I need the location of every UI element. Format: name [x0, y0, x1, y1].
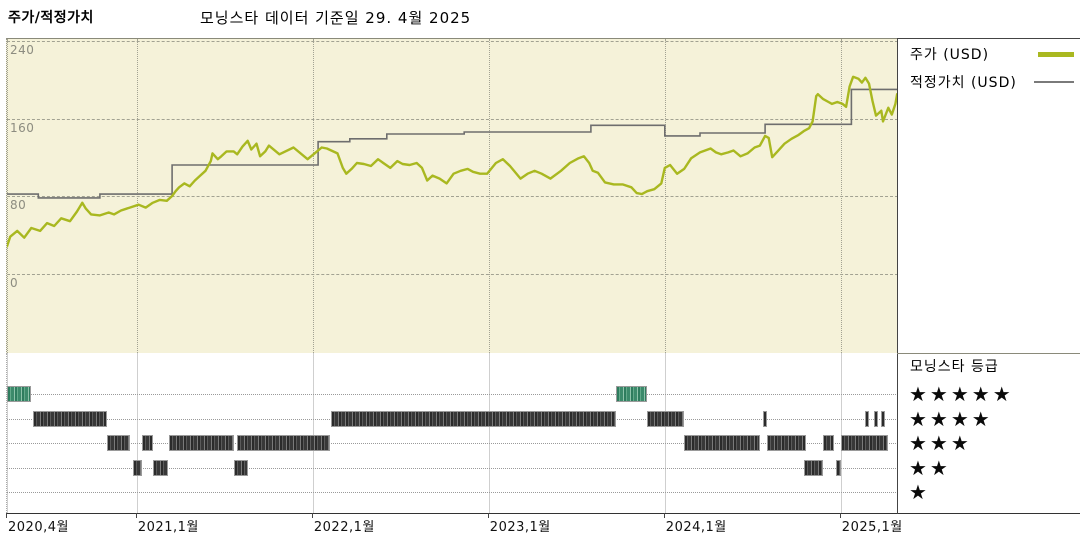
- x-tick-mark: [6, 513, 7, 518]
- x-gridline-bottom: [488, 353, 490, 513]
- x-gridline: [840, 39, 842, 353]
- rating-row-gridline: [7, 492, 898, 493]
- rating-row-gridline: [7, 443, 898, 444]
- price-line-swatch: [1038, 51, 1074, 57]
- rating-stars-5: ★★★★★: [909, 382, 1014, 406]
- y-tick-label: 160: [10, 120, 35, 135]
- rating-timeline-panel[interactable]: [6, 353, 898, 513]
- x-tick-label: 2021,1월: [137, 520, 199, 535]
- price-chart-plot-area[interactable]: 240 160 80 0: [6, 38, 898, 354]
- legend-item-fair-value: 적정가치 (USD): [898, 68, 1078, 96]
- rating-row-gridline: [7, 394, 898, 395]
- legend-item-price: 주가 (USD): [898, 40, 1078, 68]
- rating-bar-3-star: [142, 435, 153, 451]
- rating-bar-3-star: [684, 435, 760, 451]
- rating-bar-2-star: [835, 459, 841, 476]
- rating-bar-3-star: [766, 435, 806, 451]
- chart-lines-layer: [7, 75, 898, 248]
- legend-divider-line: [897, 38, 898, 514]
- x-axis-line: [6, 513, 1080, 514]
- y-tick-label: 0: [10, 275, 19, 290]
- legend-label-price: 주가 (USD): [910, 47, 990, 63]
- x-tick-label: 2022,1월: [313, 520, 375, 535]
- rating-stars-2: ★★: [909, 455, 951, 480]
- x-tick-mark: [311, 513, 313, 518]
- rating-bar-5-star: [615, 386, 648, 402]
- rating-stars-3: ★★★: [909, 431, 972, 455]
- rating-bar-4-star: [865, 410, 869, 427]
- y-gridline: [7, 40, 898, 42]
- y-gridline: [7, 273, 898, 275]
- x-gridline: [136, 39, 138, 353]
- rating-bar-2-star: [233, 459, 248, 476]
- rating-legend-top-border: [897, 353, 1080, 354]
- x-tick-label: 2023,1월: [489, 520, 551, 535]
- x-gridline: [664, 39, 666, 353]
- rating-bar-3-star: [823, 435, 834, 451]
- x-tick-label: 2024,1월: [665, 520, 727, 535]
- x-tick-mark: [135, 513, 137, 518]
- rating-bar-3-star: [237, 435, 331, 451]
- rating-row-gridline: [7, 467, 898, 469]
- rating-bar-4-star: [647, 410, 685, 427]
- rating-bar-4-star: [881, 410, 885, 427]
- x-gridline-bottom: [664, 353, 666, 513]
- page-title: 주가/적정가치: [8, 10, 94, 26]
- y-tick-label: 80: [10, 198, 27, 212]
- legend-top-border: [897, 38, 1080, 39]
- x-gridline-bottom: [136, 353, 138, 513]
- fair-value-line: [7, 88, 898, 199]
- rating-bar-3-star: [107, 435, 130, 451]
- x-gridline: [7, 39, 8, 353]
- legend-label-fair-value: 적정가치 (USD): [910, 75, 1017, 91]
- rating-bar-2-star: [152, 459, 169, 476]
- x-tick-label: 2025,1월: [841, 520, 903, 535]
- rating-legend-title: 모닝스타 등급: [910, 359, 999, 375]
- rating-bar-4-star: [33, 410, 107, 427]
- data-as-of-subtitle: 모닝스타 데이터 기준일 29. 4월 2025: [200, 9, 472, 27]
- x-gridline-bottom: [840, 353, 842, 513]
- x-gridline: [312, 39, 314, 353]
- rating-bar-4-star: [330, 410, 616, 427]
- y-gridline: [7, 118, 898, 120]
- fair-value-line-swatch: [1034, 81, 1074, 83]
- x-tick-mark: [663, 513, 665, 518]
- x-tick-label: 2020,4월: [8, 520, 69, 535]
- morningstar-rating-legend: 모닝스타 등급 ★★★★★ ★★★★ ★★★ ★★ ★: [898, 354, 1078, 513]
- x-tick-mark: [839, 513, 841, 518]
- x-tick-mark: [487, 513, 489, 518]
- rating-bar-3-star: [840, 435, 889, 451]
- rating-bar-2-star: [133, 459, 143, 476]
- y-gridline: [7, 196, 898, 197]
- rating-bar-2-star: [803, 459, 824, 476]
- x-gridline: [488, 39, 490, 353]
- x-gridline-bottom: [7, 353, 8, 513]
- rating-bar-4-star: [763, 410, 767, 427]
- rating-bar-4-star: [874, 410, 878, 427]
- price-line: [7, 75, 898, 248]
- y-tick-label: 240: [10, 42, 35, 57]
- x-gridline-bottom: [312, 353, 314, 513]
- rating-stars-4: ★★★★: [909, 406, 993, 431]
- rating-stars-1: ★: [909, 480, 930, 504]
- rating-bar-3-star: [168, 435, 234, 451]
- chart-legend: 주가 (USD) 적정가치 (USD): [898, 40, 1078, 96]
- rating-bar-5-star: [7, 386, 32, 402]
